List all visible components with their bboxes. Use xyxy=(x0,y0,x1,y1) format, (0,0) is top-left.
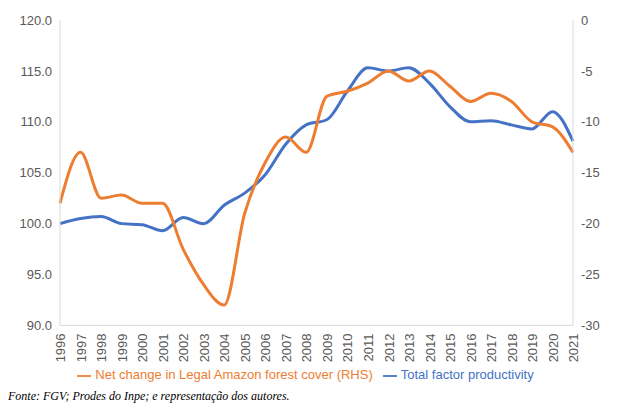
svg-text:2011: 2011 xyxy=(361,333,376,361)
svg-text:2009: 2009 xyxy=(320,333,335,362)
svg-text:95.0: 95.0 xyxy=(27,267,52,282)
svg-text:1996: 1996 xyxy=(53,333,68,362)
svg-text:2006: 2006 xyxy=(258,333,273,362)
svg-text:2018: 2018 xyxy=(505,333,520,362)
svg-text:110.0: 110.0 xyxy=(20,114,52,129)
svg-text:100.0: 100.0 xyxy=(19,216,52,231)
svg-text:2003: 2003 xyxy=(197,333,212,362)
svg-text:115.0: 115.0 xyxy=(20,64,52,79)
svg-text:0: 0 xyxy=(581,13,588,28)
svg-text:105.0: 105.0 xyxy=(19,165,52,180)
svg-text:2007: 2007 xyxy=(279,333,294,362)
svg-text:2014: 2014 xyxy=(423,333,438,362)
svg-text:120.0: 120.0 xyxy=(19,13,52,28)
svg-text:-25: -25 xyxy=(581,267,600,282)
svg-text:-5: -5 xyxy=(581,64,593,79)
svg-text:2008: 2008 xyxy=(299,333,314,362)
html-text:Net change in Legal Amazon for: Net change in Legal Amazon forest cover … xyxy=(95,367,373,383)
svg-text:-10: -10 xyxy=(581,114,600,129)
svg-text:2020: 2020 xyxy=(546,333,561,362)
svg-text:90.0: 90.0 xyxy=(27,318,52,333)
html-text:Total factor productivity: Total factor productivity xyxy=(400,367,534,383)
svg-text:2012: 2012 xyxy=(382,333,397,362)
svg-text:2001: 2001 xyxy=(156,333,171,362)
svg-text:2000: 2000 xyxy=(135,333,150,362)
svg-text:2002: 2002 xyxy=(176,333,191,362)
svg-text:2017: 2017 xyxy=(484,333,499,362)
svg-text:2004: 2004 xyxy=(217,333,232,362)
svg-text:2021: 2021 xyxy=(566,333,581,362)
svg-text:-20: -20 xyxy=(581,216,600,231)
svg-text:1997: 1997 xyxy=(74,333,89,362)
svg-text:2010: 2010 xyxy=(341,333,356,362)
svg-text:1998: 1998 xyxy=(94,333,109,362)
svg-text:2013: 2013 xyxy=(402,333,417,362)
html-text:Fonte: FGV; Prodes do Inpe; e: Fonte: FGV; Prodes do Inpe; e representa… xyxy=(8,389,290,403)
svg-text:1999: 1999 xyxy=(115,333,130,362)
svg-text:-30: -30 xyxy=(581,318,600,333)
svg-text:2019: 2019 xyxy=(525,333,540,362)
svg-text:2016: 2016 xyxy=(464,333,479,362)
svg-text:2005: 2005 xyxy=(238,333,253,362)
svg-text:2015: 2015 xyxy=(443,333,458,362)
svg-text:-15: -15 xyxy=(581,165,600,180)
